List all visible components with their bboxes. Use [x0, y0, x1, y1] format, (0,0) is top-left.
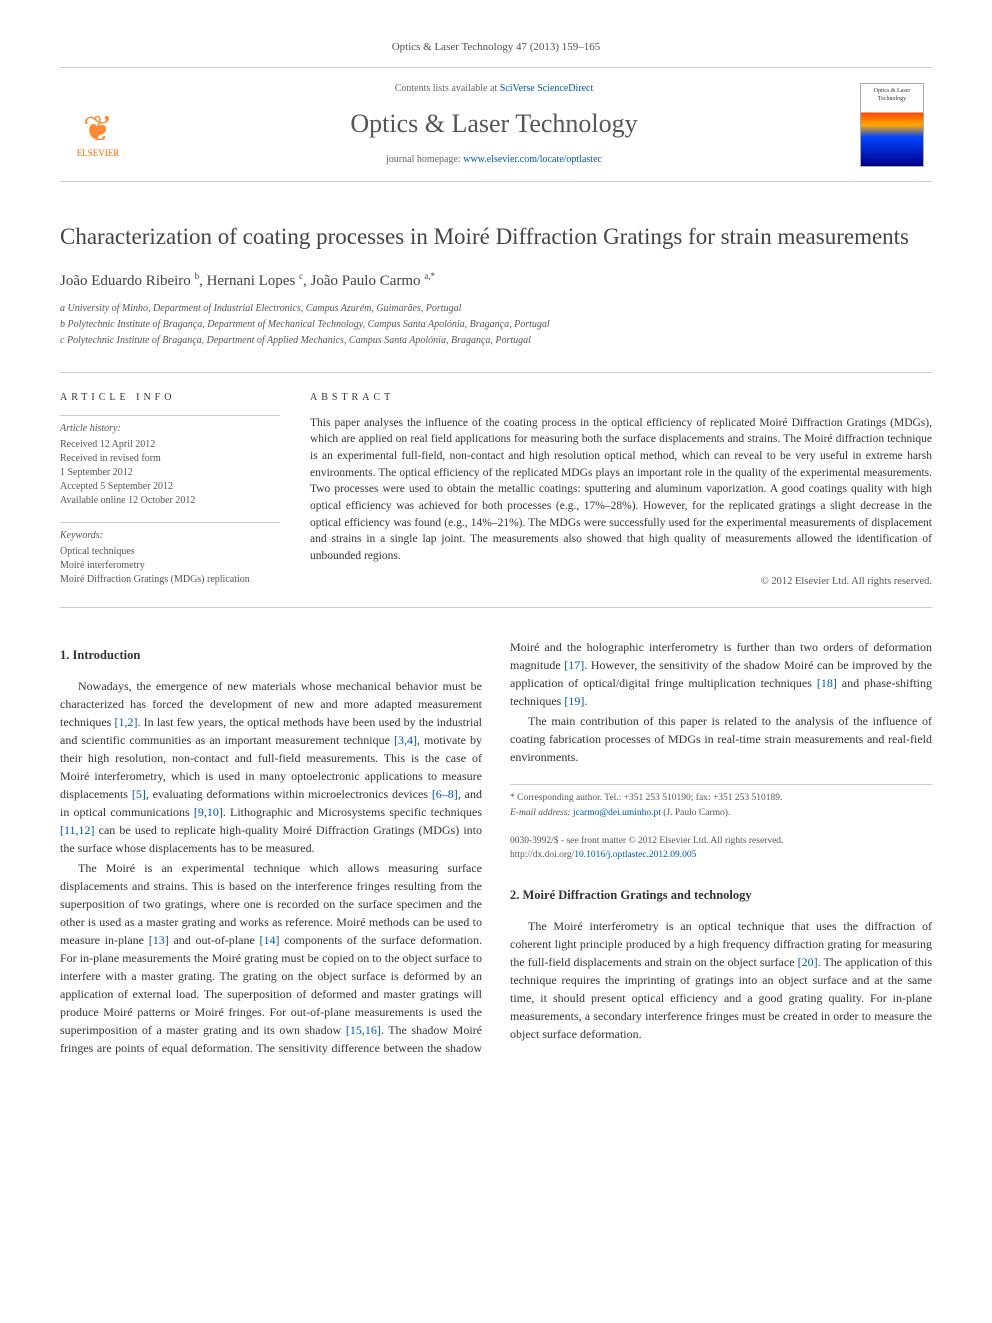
email-line: E-mail address: jcarmo@dei.uminho.pt (J.… [510, 806, 932, 820]
ref-link[interactable]: [11,12] [60, 823, 95, 837]
history-label: Article history: [60, 422, 280, 436]
affiliations: a University of Minho, Department of Ind… [60, 302, 932, 348]
article-info: ARTICLE INFO Article history: Received 1… [60, 391, 280, 590]
contents-prefix: Contents lists available at [395, 83, 500, 94]
email-link[interactable]: jcarmo@dei.uminho.pt [573, 808, 661, 818]
s1-p1: Nowadays, the emergence of new materials… [60, 677, 482, 857]
author-2: Hernani Lopes [207, 273, 296, 289]
corresponding-author-footer: * Corresponding author. Tel.: +351 253 5… [510, 784, 932, 862]
keywords-block: Keywords: Optical techniques Moiré inter… [60, 522, 280, 587]
keyword: Optical techniques [60, 545, 280, 559]
author-1-aff: b [195, 271, 200, 281]
ref-link[interactable]: [9,10] [194, 805, 223, 819]
keywords-label: Keywords: [60, 529, 280, 543]
authors: João Eduardo Ribeiro b, Hernani Lopes c,… [60, 270, 932, 292]
keyword: Moiré Diffraction Gratings (MDGs) replic… [60, 573, 280, 587]
history-line: Received 12 April 2012 [60, 438, 280, 452]
history-line: Accepted 5 September 2012 [60, 480, 280, 494]
affiliation-a: a University of Minho, Department of Ind… [60, 302, 932, 316]
history-block: Article history: Received 12 April 2012 … [60, 415, 280, 508]
s2-p1: The Moiré interferometry is an optical t… [510, 917, 932, 1043]
section-2-heading: 2. Moiré Diffraction Gratings and techno… [510, 886, 932, 905]
text: , evaluating deformations within microel… [146, 787, 432, 801]
publication-header: Optics & Laser Technology 47 (2013) 159–… [60, 40, 932, 55]
affiliation-c: c Polytechnic Institute of Bragança, Dep… [60, 334, 932, 348]
abstract-heading: ABSTRACT [310, 391, 932, 405]
text: . [584, 694, 587, 708]
article-info-heading: ARTICLE INFO [60, 391, 280, 405]
contents-available: Contents lists available at SciVerse Sci… [144, 82, 844, 96]
scidirect-link[interactable]: SciVerse ScienceDirect [500, 83, 594, 94]
ref-link[interactable]: [19] [564, 694, 584, 708]
homepage-prefix: journal homepage: [386, 154, 463, 165]
article-title: Characterization of coating processes in… [60, 222, 932, 252]
journal-name: Optics & Laser Technology [144, 106, 844, 142]
ref-link[interactable]: [13] [149, 933, 169, 947]
ref-link[interactable]: [14] [260, 933, 280, 947]
history-line: Received in revised form [60, 452, 280, 466]
doi-prefix: http://dx.doi.org/ [510, 850, 574, 860]
ref-link[interactable]: [3,4] [394, 733, 417, 747]
publisher-name: ELSEVIER [77, 147, 120, 160]
ref-link[interactable]: [15,16] [346, 1023, 381, 1037]
ref-link[interactable]: [18] [817, 676, 837, 690]
abstract-copyright: © 2012 Elsevier Ltd. All rights reserved… [310, 575, 932, 590]
issn-line: 0030-3992/$ - see front matter © 2012 El… [510, 834, 932, 848]
body-two-column: 1. Introduction Nowadays, the emergence … [60, 638, 932, 1057]
keyword: Moiré interferometry [60, 559, 280, 573]
ref-link[interactable]: [17] [564, 658, 584, 672]
masthead: ❦ ELSEVIER Contents lists available at S… [60, 67, 932, 181]
masthead-center: Contents lists available at SciVerse Sci… [144, 82, 844, 166]
journal-cover-thumbnail: Optics & Laser Technology [860, 83, 924, 167]
ref-link[interactable]: [20] [798, 955, 818, 969]
section-1-heading: 1. Introduction [60, 646, 482, 665]
history-line: Available online 12 October 2012 [60, 494, 280, 508]
publisher-logo: ❦ ELSEVIER [68, 90, 128, 160]
abstract-text: This paper analyses the influence of the… [310, 415, 932, 565]
history-line: 1 September 2012 [60, 466, 280, 480]
ref-link[interactable]: [1,2] [115, 715, 138, 729]
corr-author-line: * Corresponding author. Tel.: +351 253 5… [510, 791, 932, 805]
ref-link[interactable]: [5] [132, 787, 146, 801]
author-3-aff: a,* [424, 271, 435, 281]
email-label: E-mail address: [510, 808, 573, 818]
homepage-link[interactable]: www.elsevier.com/locate/optlastec [463, 154, 602, 165]
s1-p3: The main contribution of this paper is r… [510, 712, 932, 766]
text: components of the surface deformation. F… [60, 933, 482, 1037]
email-suffix: (J. Paulo Carmo). [661, 808, 730, 818]
info-abstract-row: ARTICLE INFO Article history: Received 1… [60, 372, 932, 609]
affiliation-b: b Polytechnic Institute of Bragança, Dep… [60, 318, 932, 332]
text: can be used to replicate high-quality Mo… [60, 823, 482, 855]
journal-homepage: journal homepage: www.elsevier.com/locat… [144, 153, 844, 167]
cover-label: Optics & Laser Technology [863, 86, 921, 105]
text: and out-of-plane [169, 933, 260, 947]
footer-copyright: 0030-3992/$ - see front matter © 2012 El… [510, 834, 932, 863]
doi-link[interactable]: 10.1016/j.optlastec.2012.09.005 [574, 850, 696, 860]
doi-line: http://dx.doi.org/10.1016/j.optlastec.20… [510, 848, 932, 862]
abstract-block: ABSTRACT This paper analyses the influen… [310, 391, 932, 590]
author-3: João Paulo Carmo [311, 273, 421, 289]
text: . Lithographic and Microsystems specific… [223, 805, 482, 819]
ref-link[interactable]: [6–8] [432, 787, 458, 801]
author-1: João Eduardo Ribeiro [60, 273, 191, 289]
author-2-aff: c [299, 271, 303, 281]
tree-icon: ❦ [83, 111, 113, 147]
